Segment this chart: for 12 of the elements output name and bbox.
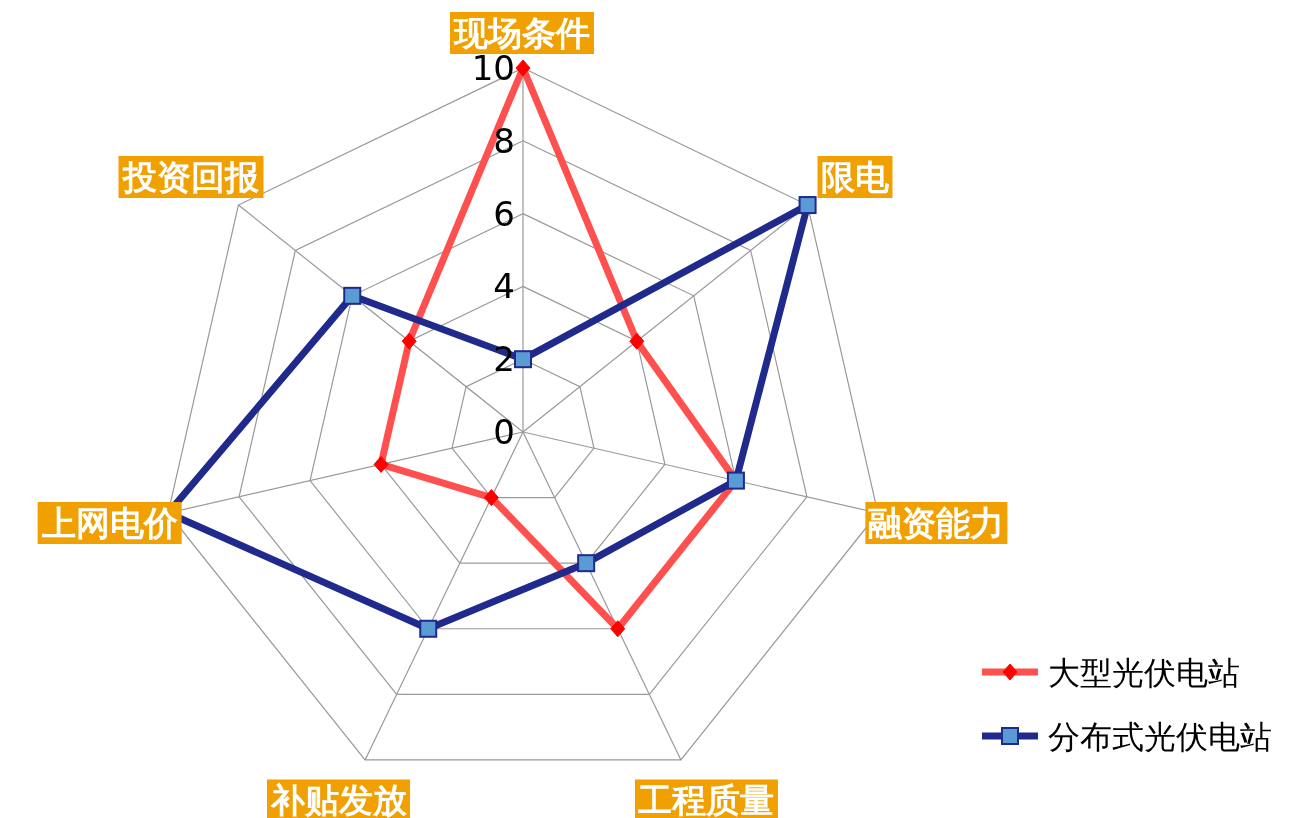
y-tick-label: 4 — [493, 266, 515, 307]
spoke-label: 融资能力 — [868, 503, 1005, 544]
legend-label: 大型光伏电站 — [1048, 654, 1240, 692]
spoke-label: 上网电价 — [40, 503, 179, 544]
spoke-label: 投资回报 — [121, 156, 260, 197]
spoke-label: 工程质量 — [637, 780, 775, 818]
y-tick-label: 0 — [493, 412, 515, 452]
spoke-label: 限电 — [821, 156, 890, 197]
legend-label: 分布式光伏电站 — [1048, 718, 1272, 756]
spoke-label: 补贴发放 — [269, 780, 407, 818]
y-tick-label: 8 — [493, 120, 515, 161]
y-tick-label: 6 — [493, 193, 515, 234]
